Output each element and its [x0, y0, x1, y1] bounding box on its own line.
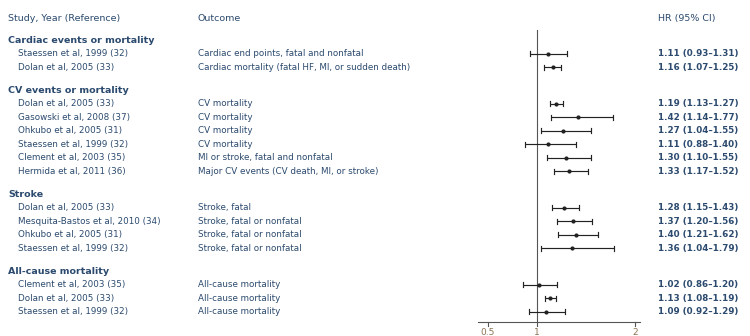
Text: 1.30 (1.10–1.55): 1.30 (1.10–1.55) [658, 153, 738, 162]
Text: 1.16 (1.07–1.25): 1.16 (1.07–1.25) [658, 63, 738, 72]
Text: CV mortality: CV mortality [198, 113, 253, 122]
Text: All-cause mortality: All-cause mortality [8, 267, 109, 276]
Text: Cardiac mortality (fatal HF, MI, or sudden death): Cardiac mortality (fatal HF, MI, or sudd… [198, 63, 410, 72]
Text: 1.11 (0.93–1.31): 1.11 (0.93–1.31) [658, 49, 739, 58]
Text: Staessen et al, 1999 (32): Staessen et al, 1999 (32) [18, 140, 128, 149]
Text: Stroke, fatal or nonfatal: Stroke, fatal or nonfatal [198, 217, 302, 226]
Text: Outcome: Outcome [198, 14, 242, 23]
Text: Cardiac end points, fatal and nonfatal: Cardiac end points, fatal and nonfatal [198, 49, 364, 58]
Text: 1.27 (1.04–1.55): 1.27 (1.04–1.55) [658, 126, 738, 135]
Text: MI or stroke, fatal and nonfatal: MI or stroke, fatal and nonfatal [198, 153, 333, 162]
Text: Stroke, fatal or nonfatal: Stroke, fatal or nonfatal [198, 244, 302, 253]
Text: Cardiac events or mortality: Cardiac events or mortality [8, 36, 154, 45]
Text: Hermida et al, 2011 (36): Hermida et al, 2011 (36) [18, 167, 126, 176]
Text: All-cause mortality: All-cause mortality [198, 307, 280, 316]
Text: Stroke, fatal or nonfatal: Stroke, fatal or nonfatal [198, 230, 302, 239]
Text: Gasowski et al, 2008 (37): Gasowski et al, 2008 (37) [18, 113, 130, 122]
Text: Ohkubo et al, 2005 (31): Ohkubo et al, 2005 (31) [18, 230, 122, 239]
Text: 1.09 (0.92–1.29): 1.09 (0.92–1.29) [658, 307, 738, 316]
Text: 1.19 (1.13–1.27): 1.19 (1.13–1.27) [658, 99, 739, 108]
Text: Staessen et al, 1999 (32): Staessen et al, 1999 (32) [18, 49, 128, 58]
Text: Dolan et al, 2005 (33): Dolan et al, 2005 (33) [18, 294, 114, 303]
Text: 1.13 (1.08–1.19): 1.13 (1.08–1.19) [658, 294, 738, 303]
Text: Clement et al, 2003 (35): Clement et al, 2003 (35) [18, 280, 125, 289]
Text: 1.40 (1.21–1.62): 1.40 (1.21–1.62) [658, 230, 739, 239]
Text: CV mortality: CV mortality [198, 126, 253, 135]
Text: 1.42 (1.14–1.77): 1.42 (1.14–1.77) [658, 113, 739, 122]
Text: Clement et al, 2003 (35): Clement et al, 2003 (35) [18, 153, 125, 162]
Text: HR (95% CI): HR (95% CI) [658, 14, 716, 23]
Text: Dolan et al, 2005 (33): Dolan et al, 2005 (33) [18, 99, 114, 108]
Text: CV mortality: CV mortality [198, 99, 253, 108]
Text: Staessen et al, 1999 (32): Staessen et al, 1999 (32) [18, 244, 128, 253]
Text: 1: 1 [534, 329, 540, 336]
Text: 1.33 (1.17–1.52): 1.33 (1.17–1.52) [658, 167, 739, 176]
Text: 1.37 (1.20–1.56): 1.37 (1.20–1.56) [658, 217, 738, 226]
Text: Study, Year (Reference): Study, Year (Reference) [8, 14, 120, 23]
Text: Stroke, fatal: Stroke, fatal [198, 203, 251, 212]
Text: 1.02 (0.86–1.20): 1.02 (0.86–1.20) [658, 280, 738, 289]
Text: Stroke: Stroke [8, 190, 43, 199]
Text: 1.11 (0.88–1.40): 1.11 (0.88–1.40) [658, 140, 738, 149]
Text: All-cause mortality: All-cause mortality [198, 294, 280, 303]
Text: Staessen et al, 1999 (32): Staessen et al, 1999 (32) [18, 307, 128, 316]
Text: CV events or mortality: CV events or mortality [8, 86, 129, 95]
Text: Ohkubo et al, 2005 (31): Ohkubo et al, 2005 (31) [18, 126, 122, 135]
Text: 0.5: 0.5 [481, 329, 495, 336]
Text: Mesquita-Bastos et al, 2010 (34): Mesquita-Bastos et al, 2010 (34) [18, 217, 160, 226]
Text: CV mortality: CV mortality [198, 140, 253, 149]
Text: All-cause mortality: All-cause mortality [198, 280, 280, 289]
Text: 1.28 (1.15–1.43): 1.28 (1.15–1.43) [658, 203, 738, 212]
Text: 1.36 (1.04–1.79): 1.36 (1.04–1.79) [658, 244, 739, 253]
Text: Dolan et al, 2005 (33): Dolan et al, 2005 (33) [18, 203, 114, 212]
Text: Major CV events (CV death, MI, or stroke): Major CV events (CV death, MI, or stroke… [198, 167, 379, 176]
Text: Dolan et al, 2005 (33): Dolan et al, 2005 (33) [18, 63, 114, 72]
Text: 2: 2 [632, 329, 638, 336]
